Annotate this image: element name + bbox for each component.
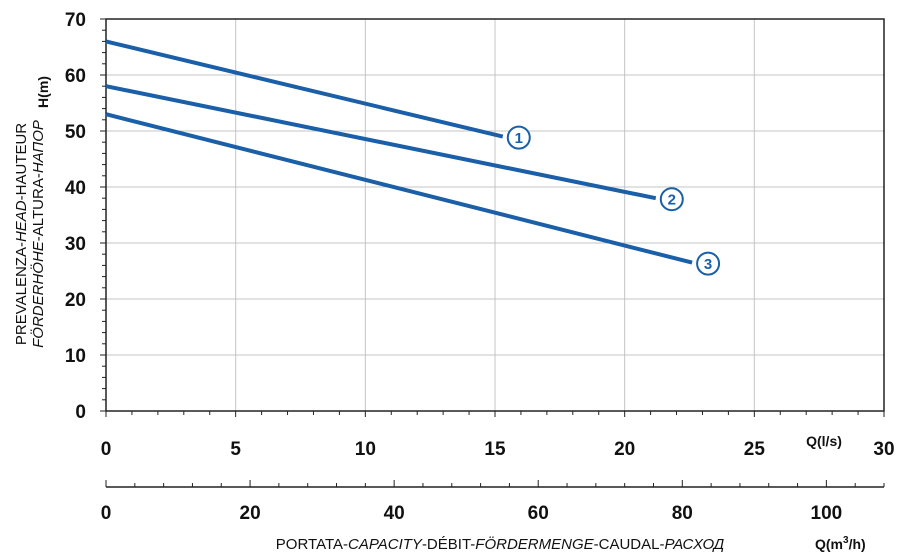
y-title1-part-1: PREVALENZA- <box>13 242 30 345</box>
curve-2-label: 2 <box>668 192 676 209</box>
x-tick-label-ls: 5 <box>230 439 241 460</box>
y-title1-part-2: HEAD <box>13 200 30 242</box>
x-title-part-3: -DÉBIT- <box>422 536 475 553</box>
curve-3 <box>105 112 693 265</box>
y-title2-part-1: FÖRDERHÖHE <box>29 240 47 348</box>
x-title-part-5: -CAUDAL- <box>594 536 665 553</box>
y-unit-label: H(m) <box>35 76 51 108</box>
y-axis-title-line1: PREVALENZA-HEAD-HAUTEUR <box>13 123 30 345</box>
x-unit-m3h-prefix: Q(m <box>815 536 843 552</box>
y-tick-label: 70 <box>65 10 86 31</box>
curve-2 <box>105 84 657 201</box>
x-tick-label-ls: 15 <box>484 439 506 460</box>
plot-frame <box>105 18 885 412</box>
x-tick-label-m3h: 60 <box>528 503 549 524</box>
curve-3-label: 3 <box>704 256 712 273</box>
y-tick-label: 0 <box>75 402 86 423</box>
series-group: 1 2 3 <box>105 39 721 276</box>
y-tick-label: 30 <box>65 234 86 255</box>
minor-ticks <box>100 18 885 417</box>
x-title-part-2: CAPACITY <box>348 536 423 553</box>
y-tick-labels: 0 10 20 30 40 50 60 70 <box>65 10 86 423</box>
x-tick-label-ls: 10 <box>355 439 376 460</box>
x-tick-label-m3h: 80 <box>672 503 693 524</box>
x-tick-label-ls: 30 <box>873 439 894 460</box>
curve-1-marker <box>506 125 531 150</box>
x-tick-labels-ls: 0 5 10 15 20 25 30 <box>101 439 895 460</box>
y-tick-label: 60 <box>65 66 86 87</box>
y-title1-part-3: -HAUTEUR <box>13 123 30 201</box>
y-tick-label: 40 <box>65 178 86 199</box>
x-tick-label-m3h: 40 <box>384 503 405 524</box>
x-tick-label-m3h: 100 <box>811 503 843 524</box>
x-unit-m3h-suffix: /h) <box>849 536 866 552</box>
x-unit-m3h-label: Q(m3/h) <box>815 535 866 552</box>
x-tick-label-m3h: 0 <box>101 503 112 524</box>
curve-1-label: 1 <box>515 130 523 147</box>
x-tick-label-ls: 25 <box>744 439 766 460</box>
y-tick-label: 50 <box>65 122 86 143</box>
y-tick-label: 10 <box>65 346 86 367</box>
x-tick-label-ls: 20 <box>614 439 635 460</box>
x-tick-label-ls: 0 <box>101 439 112 460</box>
x-title-part-4: FÖRDERMENGE <box>475 535 594 553</box>
x-title-part-6: РАСХОД <box>664 536 724 553</box>
x-tick-label-m3h: 20 <box>240 503 261 524</box>
x-axis-title: PORTATA-CAPACITY-DÉBIT-FÖRDERMENGE-CAUDA… <box>276 535 725 553</box>
x-axis-m3h <box>105 480 885 488</box>
x-tick-labels-m3h: 0 20 40 60 80 100 <box>101 503 843 524</box>
y-title2-part-2: -ALTURA- <box>30 173 47 241</box>
x-unit-m3h-sup: 3 <box>843 535 849 546</box>
curve-2-marker <box>659 187 684 212</box>
curve-1 <box>105 39 504 139</box>
grid <box>106 19 884 411</box>
y-axis-title-line2: FÖRDERHÖHE-ALTURA-НАПОР <box>29 120 47 348</box>
y-tick-label: 20 <box>65 290 86 311</box>
y-title2-part-3: НАПОР <box>30 120 47 173</box>
curve-3-marker <box>696 251 721 276</box>
x-title-part-1: PORTATA- <box>276 536 348 553</box>
x-unit-ls-label: Q(l/s) <box>806 433 842 449</box>
